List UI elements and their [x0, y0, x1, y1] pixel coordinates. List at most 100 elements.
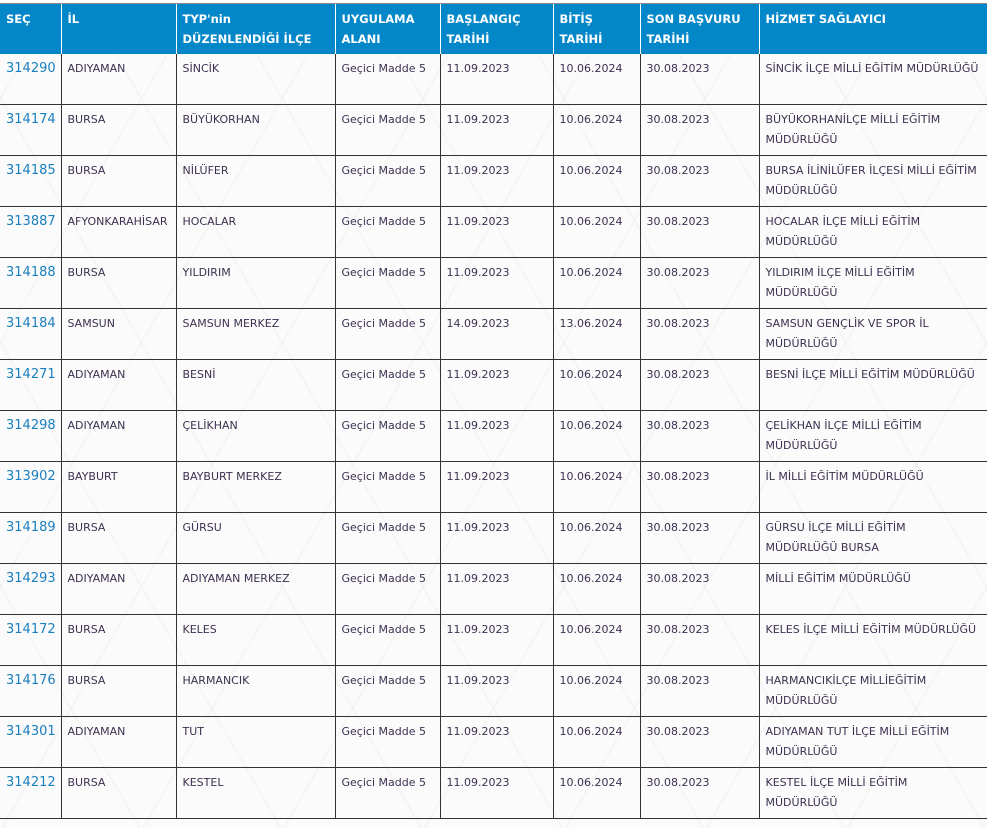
column-header-bitis-tarihi: BİTİŞ TARİHİ [553, 4, 641, 54]
select-program-link[interactable]: 314184 [6, 316, 56, 331]
cell-hizmet-saglayici: SİNCİK İLÇE MİLLİ EĞİTİM MÜDÜRLÜĞÜ [758, 54, 987, 105]
cell-son-basvuru-tarihi: 30.08.2023 [639, 665, 760, 717]
cell-hizmet-saglayici: KELES İLÇE MİLLİ EĞİTİM MÜDÜRLÜĞÜ [758, 614, 987, 666]
select-program-link[interactable]: 314188 [6, 265, 56, 280]
table-row: 314189 BURSA GÜRSU Geçici Madde 5 11.09.2023… [0, 512, 987, 564]
table-row: 314298 ADIYAMAN ÇELİKHAN Geçici Madde 5 11.0… [0, 410, 987, 462]
column-header-ilce: TYP'nin DÜZENLENDİĞİ İLÇE [176, 4, 336, 54]
cell-ilce: SİNCİK [175, 54, 336, 105]
cell-il: ADIYAMAN [60, 716, 177, 768]
cell-sec: 314188 [0, 257, 62, 309]
cell-sec: 314298 [0, 410, 62, 462]
cell-il: BURSA [60, 665, 177, 717]
cell-son-basvuru-tarihi: 30.08.2023 [639, 104, 760, 156]
cell-ilce: BAYBURT MERKEZ [175, 461, 336, 513]
cell-baslangic-tarihi: 11.09.2023 [439, 767, 554, 819]
cell-hizmet-saglayici: SAMSUN GENÇLİK VE SPOR İL MÜDÜRLÜĞÜ [758, 308, 987, 360]
cell-son-basvuru-tarihi: 30.08.2023 [639, 563, 760, 615]
table-header-row: SEÇ İL TYP'nin DÜZENLENDİĞİ İLÇE UYGULAMA ALA… [0, 4, 987, 54]
cell-baslangic-tarihi: 11.09.2023 [439, 461, 554, 513]
cell-baslangic-tarihi: 11.09.2023 [439, 410, 554, 462]
cell-uygulama-alani: Geçici Madde 5 [334, 308, 441, 360]
cell-uygulama-alani: Geçici Madde 5 [334, 104, 441, 156]
cell-uygulama-alani: Geçici Madde 5 [334, 461, 441, 513]
select-program-link[interactable]: 314293 [6, 571, 56, 586]
cell-son-basvuru-tarihi: 30.08.2023 [639, 54, 760, 105]
table-row: 314176 BURSA HARMANCIK Geçici Madde 5 11.09.… [0, 665, 987, 717]
cell-hizmet-saglayici: BÜYÜKORHANİLÇE MİLLİ EĞİTİM MÜDÜRLÜĞÜ [758, 104, 987, 156]
cell-ilce: NİLÜFER [175, 155, 336, 207]
cell-uygulama-alani: Geçici Madde 5 [334, 206, 441, 258]
header-label: SEÇ [6, 12, 31, 26]
cell-bitis-tarihi: 10.06.2024 [552, 104, 641, 156]
cell-uygulama-alani: Geçici Madde 5 [334, 614, 441, 666]
select-program-link[interactable]: 314290 [6, 61, 56, 76]
cell-bitis-tarihi: 10.06.2024 [552, 410, 641, 462]
select-program-link[interactable]: 314298 [6, 418, 56, 433]
cell-uygulama-alani: Geçici Madde 5 [334, 54, 441, 105]
cell-ilce: KESTEL [175, 767, 336, 819]
cell-son-basvuru-tarihi: 30.08.2023 [639, 308, 760, 360]
select-program-link[interactable]: 314174 [6, 112, 56, 127]
header-label: BİTİŞ [559, 12, 593, 26]
cell-hizmet-saglayici: HOCALAR İLÇE MİLLİ EĞİTİM MÜDÜRLÜĞÜ [758, 206, 987, 258]
select-program-link[interactable]: 313902 [6, 469, 56, 484]
cell-ilce: GÜRSU [175, 512, 336, 564]
cell-sec: 314176 [0, 665, 62, 717]
cell-uygulama-alani: Geçici Madde 5 [334, 410, 441, 462]
cell-bitis-tarihi: 10.06.2024 [552, 206, 641, 258]
header-label: BAŞLANGIÇ [446, 12, 521, 26]
cell-baslangic-tarihi: 11.09.2023 [439, 104, 554, 156]
select-program-link[interactable]: 314185 [6, 163, 56, 178]
cell-baslangic-tarihi: 14.09.2023 [439, 308, 554, 360]
cell-bitis-tarihi: 10.06.2024 [552, 716, 641, 768]
cell-baslangic-tarihi: 11.09.2023 [439, 716, 554, 768]
cell-ilce: ADIYAMAN MERKEZ [175, 563, 336, 615]
cell-bitis-tarihi: 10.06.2024 [552, 563, 641, 615]
cell-il: BAYBURT [60, 461, 177, 513]
cell-il: ADIYAMAN [60, 54, 177, 105]
cell-bitis-tarihi: 10.06.2024 [552, 257, 641, 309]
cell-ilce: KELES [175, 614, 336, 666]
select-program-link[interactable]: 314271 [6, 367, 56, 382]
select-program-link[interactable]: 313887 [6, 214, 56, 229]
cell-bitis-tarihi: 13.06.2024 [552, 308, 641, 360]
cell-son-basvuru-tarihi: 30.08.2023 [639, 461, 760, 513]
header-label: TARİHİ [446, 32, 490, 46]
cell-son-basvuru-tarihi: 30.08.2023 [639, 359, 760, 411]
column-header-uygulama-alani: UYGULAMA ALANI [335, 4, 441, 54]
select-program-link[interactable]: 314172 [6, 622, 56, 637]
cell-ilce: SAMSUN MERKEZ [175, 308, 336, 360]
select-program-link[interactable]: 314176 [6, 673, 56, 688]
cell-ilce: BÜYÜKORHAN [175, 104, 336, 156]
table-row: 314172 BURSA KELES Geçici Madde 5 11.09.2023… [0, 614, 987, 666]
cell-ilce: YILDIRIM [175, 257, 336, 309]
header-label: İL [67, 12, 80, 26]
cell-baslangic-tarihi: 11.09.2023 [439, 563, 554, 615]
cell-il: BURSA [60, 614, 177, 666]
cell-hizmet-saglayici: HARMANCIKİLÇE MİLLİEĞİTİM MÜDÜRLÜĞÜ [758, 665, 987, 717]
header-label: DÜZENLENDİĞİ İLÇE [182, 32, 312, 46]
cell-uygulama-alani: Geçici Madde 5 [334, 563, 441, 615]
select-program-link[interactable]: 314212 [6, 775, 56, 790]
cell-uygulama-alani: Geçici Madde 5 [334, 716, 441, 768]
cell-il: ADIYAMAN [60, 359, 177, 411]
cell-sec: 313887 [0, 206, 62, 258]
cell-sec: 314172 [0, 614, 62, 666]
table-row: 314271 ADIYAMAN BESNİ Geçici Madde 5 11.09.2… [0, 359, 987, 411]
cell-il: AFYONKARAHİSAR [60, 206, 177, 258]
cell-bitis-tarihi: 10.06.2024 [552, 461, 641, 513]
cell-ilce: HARMANCIK [175, 665, 336, 717]
cell-il: BURSA [60, 104, 177, 156]
select-program-link[interactable]: 314301 [6, 724, 56, 739]
column-header-sec: SEÇ [0, 4, 62, 54]
cell-il: BURSA [60, 155, 177, 207]
cell-hizmet-saglayici: İL MİLLİ EĞİTİM MÜDÜRLÜĞÜ [758, 461, 987, 513]
header-label: TARİHİ [559, 32, 603, 46]
header-label: TARİHİ [646, 32, 690, 46]
cell-hizmet-saglayici: ÇELİKHAN İLÇE MİLLİ EĞİTİM MÜDÜRLÜĞÜ [758, 410, 987, 462]
cell-ilce: BESNİ [175, 359, 336, 411]
cell-hizmet-saglayici: GÜRSU İLÇE MİLLİ EĞİTİM MÜDÜRLÜĞÜ BURSA [758, 512, 987, 564]
select-program-link[interactable]: 314189 [6, 520, 56, 535]
